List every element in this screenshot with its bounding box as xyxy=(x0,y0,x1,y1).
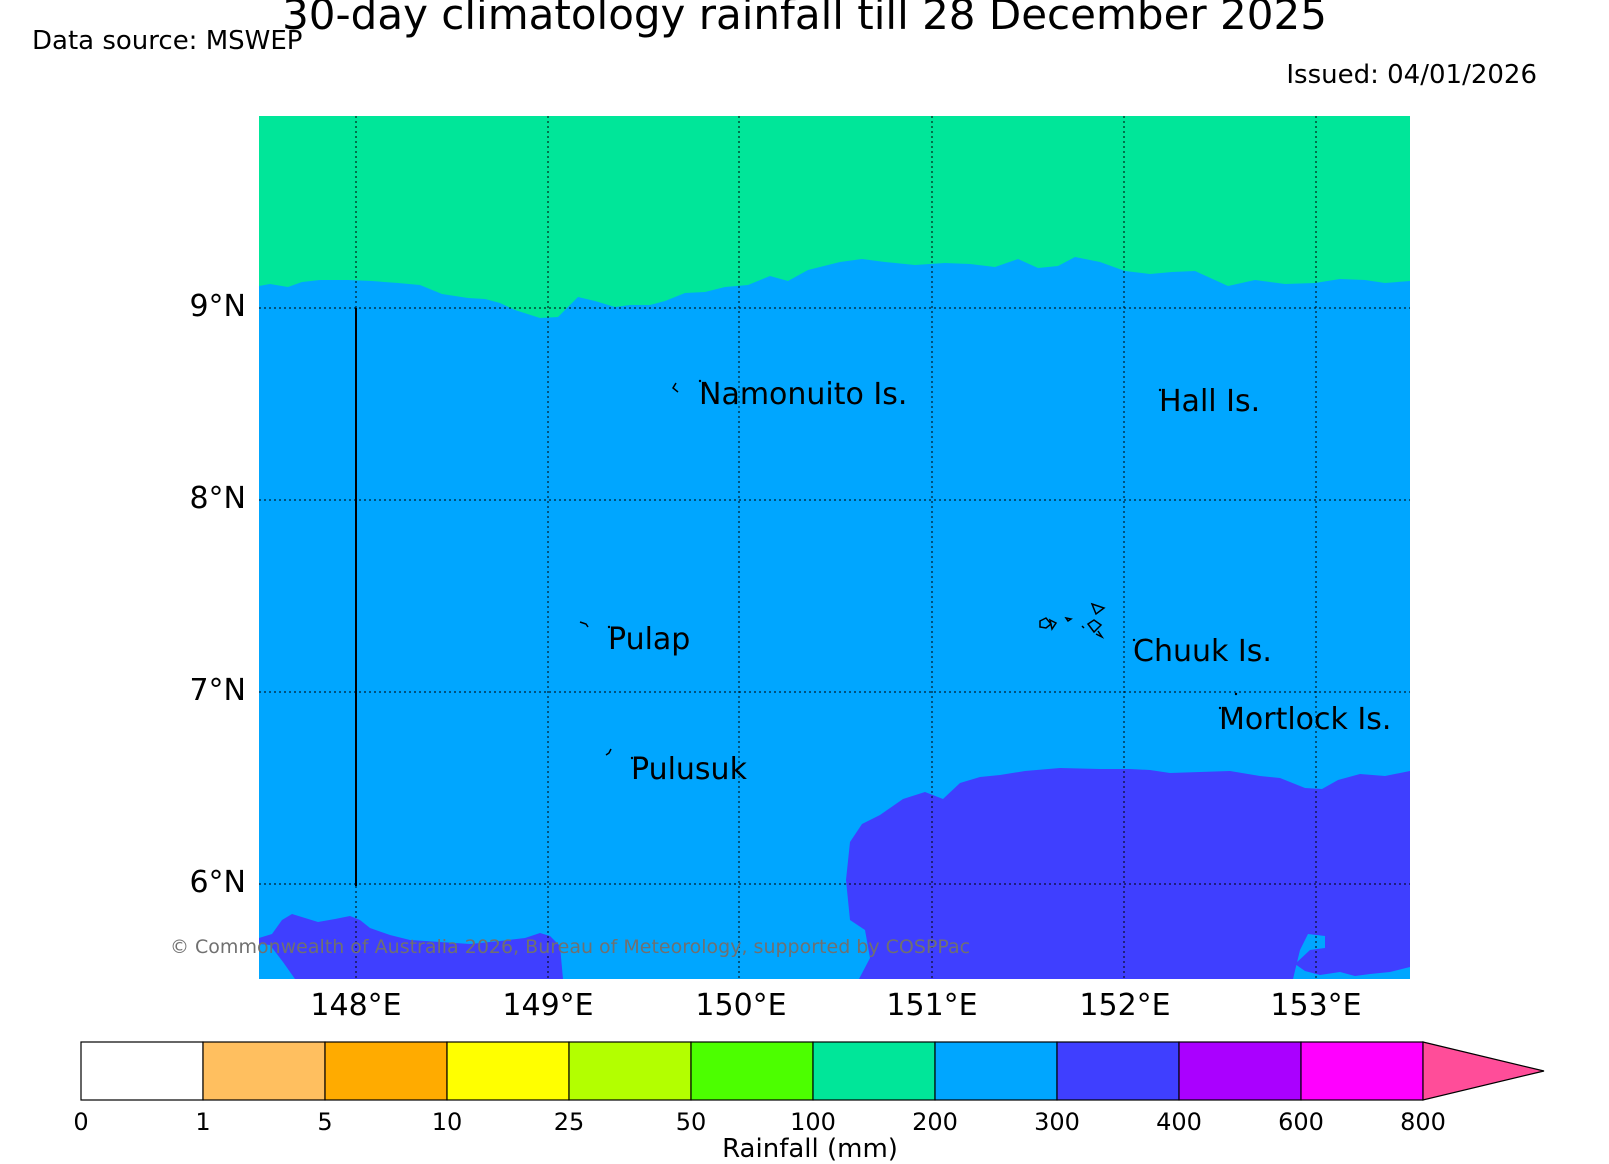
lat-label-6n: 6°N xyxy=(189,865,246,900)
island-chuuk-6 xyxy=(1095,630,1105,639)
colorbar-tick-0: 0 xyxy=(73,1108,89,1136)
lat-label-9n: 9°N xyxy=(189,289,246,324)
island-chuuk-7 xyxy=(1081,625,1085,629)
place-label-pulap: Pulap xyxy=(608,622,691,657)
colorbar-segment-1 xyxy=(202,1041,326,1101)
lat-label-7n: 7°N xyxy=(189,673,246,708)
colorbar-label: Rainfall (mm) xyxy=(722,1134,898,1164)
island-chuuk-4 xyxy=(1090,602,1106,616)
colorbar-extend-arrow xyxy=(1422,1041,1545,1101)
island-pulusuk xyxy=(605,748,612,756)
lon-label-150e: 150°E xyxy=(695,988,787,1023)
place-label-mortlock: Mortlock Is. xyxy=(1219,702,1392,737)
lon-label-152e: 152°E xyxy=(1079,988,1171,1023)
place-label-chuuk: Chuuk Is. xyxy=(1133,634,1272,669)
rainfall-region-100-200 xyxy=(259,116,1410,318)
rainfall-colorbar xyxy=(80,1041,1545,1101)
colorbar-tick-200: 200 xyxy=(912,1108,958,1136)
lon-label-153e: 153°E xyxy=(1270,988,1362,1023)
colorbar-segment-5 xyxy=(324,1041,448,1101)
colorbar-segment-0 xyxy=(80,1041,204,1101)
colorbar-tick-100: 100 xyxy=(790,1108,836,1136)
colorbar-tick-400: 400 xyxy=(1156,1108,1202,1136)
place-label-namonuito: Namonuito Is. xyxy=(699,377,908,412)
island-outlines xyxy=(579,382,1106,756)
colorbar-segment-300 xyxy=(1056,1041,1180,1101)
island-chuuk-main xyxy=(1039,617,1053,629)
lat-label-8n: 8°N xyxy=(189,481,246,516)
colorbar-segment-600 xyxy=(1300,1041,1424,1101)
place-label-pulusuk: Pulusuk xyxy=(631,752,747,787)
colorbar-segment-50 xyxy=(690,1041,814,1101)
colorbar-segment-10 xyxy=(446,1041,570,1101)
island-namonuito xyxy=(672,382,679,393)
lon-label-149e: 149°E xyxy=(502,988,594,1023)
colorbar-segment-400 xyxy=(1178,1041,1302,1101)
colorbar-tick-25: 25 xyxy=(553,1108,585,1136)
colorbar-tick-5: 5 xyxy=(317,1108,333,1136)
island-pulap xyxy=(579,621,589,628)
colorbar-segment-100 xyxy=(812,1041,936,1101)
colorbar-tick-50: 50 xyxy=(675,1108,707,1136)
issued-date: Issued: 04/01/2026 xyxy=(1286,60,1537,90)
map-title: 30-day climatology rainfall till 28 Dece… xyxy=(282,0,1327,39)
island-chuuk-2 xyxy=(1048,618,1058,631)
map-area xyxy=(259,116,1410,979)
colorbar-tick-10: 10 xyxy=(431,1108,463,1136)
colorbar-segment-25 xyxy=(568,1041,692,1101)
island-dots xyxy=(607,379,1238,760)
colorbar-tick-800: 800 xyxy=(1400,1108,1446,1136)
colorbar-segment-200 xyxy=(934,1041,1058,1101)
island-chuuk-3 xyxy=(1064,616,1073,623)
colorbar-tick-600: 600 xyxy=(1278,1108,1324,1136)
lon-label-148e: 148°E xyxy=(310,988,402,1023)
colorbar-tick-300: 300 xyxy=(1034,1108,1080,1136)
colorbar-tick-1: 1 xyxy=(195,1108,211,1136)
island-chuuk-5 xyxy=(1086,619,1103,634)
copyright-notice: © Commonwealth of Australia 2026, Bureau… xyxy=(170,936,971,958)
rainfall-region-300-400-east xyxy=(846,768,1410,979)
data-source-label: Data source: MSWEP xyxy=(32,26,303,56)
rainfall-region-300-400-west xyxy=(259,914,563,979)
lon-label-151e: 151°E xyxy=(886,988,978,1023)
place-label-hall: Hall Is. xyxy=(1159,384,1261,419)
